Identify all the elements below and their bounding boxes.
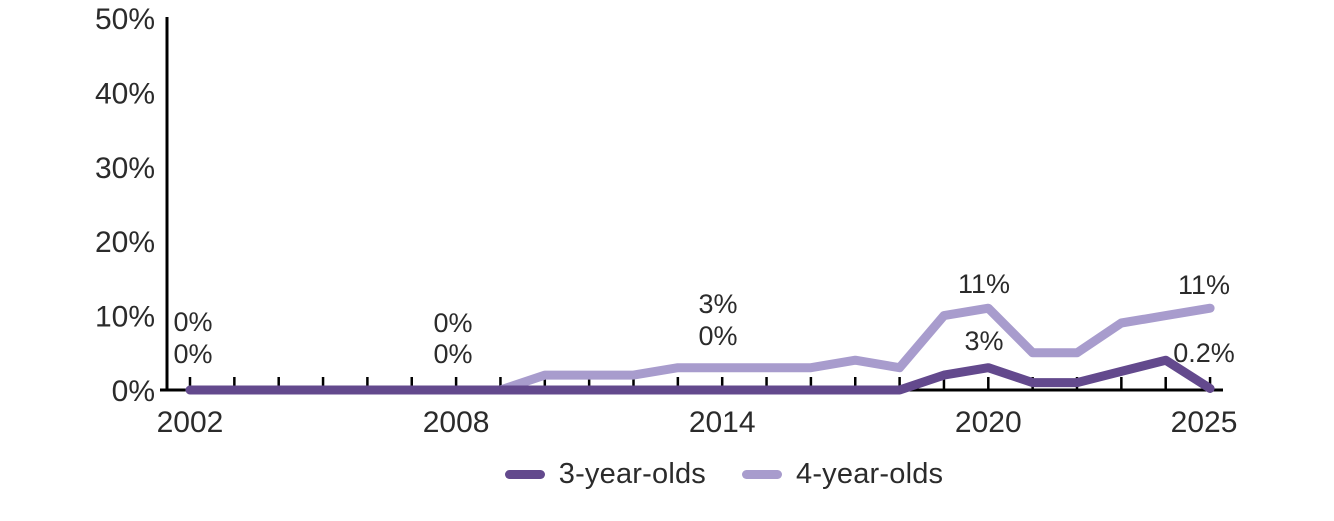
y-tick-label: 20% bbox=[95, 226, 155, 259]
legend-item-3-year-olds: 3-year-olds bbox=[504, 458, 706, 491]
series-line-3-year-olds bbox=[185, 355, 1215, 395]
y-tick-label: 10% bbox=[95, 301, 155, 334]
x-tick-label: 2020 bbox=[955, 406, 1022, 439]
x-tick-label: 2014 bbox=[689, 406, 756, 439]
chart-legend: 3-year-olds 4-year-olds bbox=[57, 458, 1334, 491]
x-tick-label: 2002 bbox=[157, 406, 224, 439]
data-label: 3% bbox=[698, 289, 737, 319]
data-label: 0% bbox=[698, 321, 737, 351]
x-tick-label: 2008 bbox=[423, 406, 490, 439]
data-label: 0% bbox=[173, 339, 212, 369]
y-tick-label: 40% bbox=[95, 77, 155, 110]
data-label: 11% bbox=[1178, 270, 1230, 300]
y-tick-label: 50% bbox=[95, 3, 155, 36]
data-label: 0.2% bbox=[1173, 338, 1235, 368]
data-label: 3% bbox=[964, 326, 1003, 356]
data-label: 0% bbox=[433, 308, 472, 338]
legend-label-3-year-olds: 3-year-olds bbox=[558, 458, 706, 490]
data-label: 0% bbox=[433, 339, 472, 369]
data-label: 0% bbox=[173, 307, 212, 337]
y-tick-label: 0% bbox=[112, 375, 155, 408]
legend-label-4-year-olds: 4-year-olds bbox=[796, 458, 944, 490]
legend-item-4-year-olds: 4-year-olds bbox=[742, 458, 943, 491]
y-tick-label: 30% bbox=[95, 152, 155, 185]
legend-swatch-4-year-olds-icon bbox=[742, 470, 782, 479]
legend-swatch-3-year-olds-icon bbox=[504, 470, 545, 479]
x-tick-label: 2025 bbox=[1171, 406, 1238, 439]
data-label: 11% bbox=[958, 269, 1010, 299]
